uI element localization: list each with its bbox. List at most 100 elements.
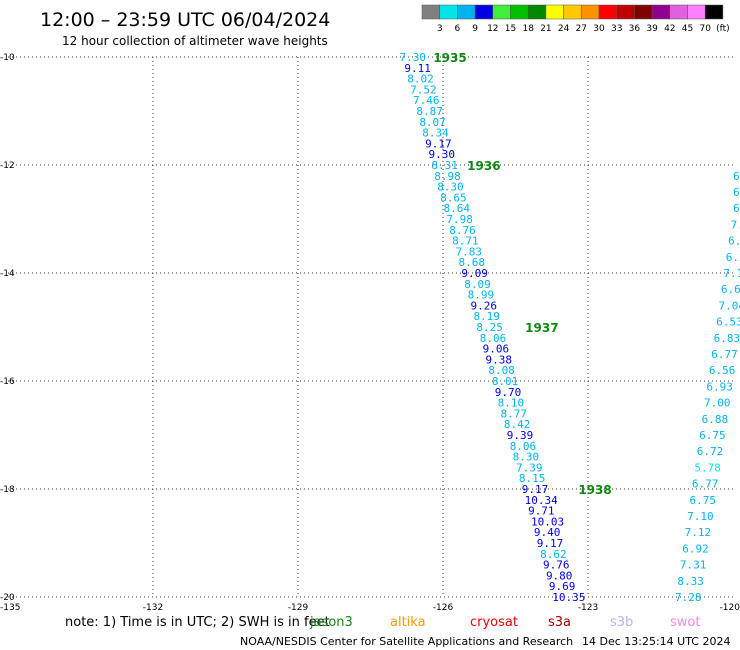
scale-label: 24 [558, 24, 570, 34]
scale-swatch [563, 4, 582, 20]
scale-label: 27 [576, 24, 587, 34]
swh-value: 7.04 [719, 299, 740, 312]
scale-label: 39 [646, 24, 658, 34]
time-labels: 1935 1936 1937 1938 [433, 51, 611, 497]
swh-value: 10.35 [552, 591, 585, 604]
swh-value: 6.6 [721, 283, 740, 296]
swh-value: 9.26 [471, 299, 498, 312]
scale-label: 42 [664, 24, 675, 34]
satellite-cryosat: cryosat [470, 615, 518, 630]
swh-value: 9.39 [507, 429, 534, 442]
scale-swatch [545, 4, 564, 20]
swh-value: 6.75 [690, 494, 717, 507]
scale-label: (ft) [716, 24, 730, 34]
scale-swatch [439, 4, 458, 20]
swh-value: 8.76 [449, 224, 476, 237]
scale-swatch [527, 4, 547, 20]
swh-value: 9.40 [534, 526, 561, 539]
satellite-legend: jason3 altika cryosat s3a s3b swot [309, 615, 700, 630]
swh-value: 9.69 [549, 580, 576, 593]
x-tick-label: -120 [720, 603, 740, 613]
footer-timestamp: 14 Dec 13:25:14 UTC 2024 [582, 635, 730, 648]
chart-subtitle: 12 hour collection of altimeter wave hei… [62, 34, 328, 48]
satellite-s3a: s3a [548, 615, 571, 630]
scale-swatch [651, 4, 671, 20]
swh-value: 9.71 [528, 505, 555, 518]
swh-value: 7.28 [675, 591, 702, 604]
swh-value: 9.17 [522, 483, 549, 496]
swh-value: 8.30 [513, 451, 540, 464]
swh-value: 8.65 [440, 191, 467, 204]
swh-value: 8.33 [677, 575, 704, 588]
scale-label: 3 [437, 24, 443, 34]
swh-value: 7.46 [413, 94, 440, 107]
satellite-s3b: s3b [610, 615, 633, 630]
swh-value: 10.03 [531, 515, 564, 528]
swh-value: 8.42 [504, 418, 531, 431]
note-text: note: 1) Time is in UTC; 2) SWH is in fe… [65, 615, 330, 630]
swh-value: 8.99 [468, 289, 495, 302]
scale-swatch [704, 4, 724, 20]
scale-label: 36 [629, 24, 641, 34]
swh-value: 9.30 [429, 148, 456, 161]
scale-label: 9 [472, 24, 478, 34]
swh-value: 6.77 [692, 478, 719, 491]
scale-swatch [510, 4, 529, 20]
swh-value: 6.72 [697, 445, 724, 458]
swh-value: 7.10 [687, 510, 714, 523]
swh-value: 8.71 [452, 235, 479, 248]
color-scale-legend: 3 6 9 12 15 18 21 24 27 30 33 36 39 42 45 70 (ft) [421, 4, 730, 34]
swh-value: 9.17 [425, 137, 452, 150]
scale-label: 18 [522, 24, 534, 34]
time-label: 1937 [525, 321, 558, 335]
swh-value: 6.88 [702, 413, 729, 426]
swh-value: 8.02 [407, 73, 434, 86]
scale-label: 33 [611, 24, 622, 34]
swh-value: 7. [731, 218, 740, 231]
swh-value: 7.98 [446, 213, 473, 226]
scale-label: 6 [455, 24, 461, 34]
swh-value: 7.83 [456, 245, 483, 258]
scale-swatch [492, 4, 511, 20]
swh-value: 9.17 [537, 537, 564, 550]
swh-value: 8.06 [480, 332, 507, 345]
swh-value: 6. [728, 235, 740, 248]
swh-value: 6 [733, 186, 740, 199]
scale-label: 12 [487, 24, 498, 34]
swh-value: 8.19 [473, 310, 500, 323]
grid-lines [8, 56, 733, 598]
satellite-altika: altika [390, 615, 426, 630]
y-tick-label: -18 [0, 485, 15, 495]
swh-value: 8.08 [488, 364, 515, 377]
swh-value: 6.56 [709, 364, 736, 377]
swh-value: 8.98 [434, 170, 461, 183]
scale-swatch [687, 4, 706, 20]
x-tick-label: -129 [288, 603, 309, 613]
swh-value: 6.75 [699, 429, 726, 442]
swh-value: 7.1 [723, 267, 740, 280]
swh-value: 8.87 [416, 105, 443, 118]
swh-value: 6 [733, 170, 740, 183]
y-tick-label: -20 [0, 593, 15, 603]
swh-value: 9.76 [543, 559, 570, 572]
swh-value: 7.00 [704, 397, 731, 410]
satellite-swot: swot [670, 615, 700, 630]
swh-value: 9.38 [486, 353, 513, 366]
chart-title: 12:00 – 23:59 UTC 06/04/2024 [40, 9, 330, 31]
swh-value: 9.80 [546, 569, 573, 582]
swh-value: 8.30 [437, 181, 464, 194]
footer-credit: NOAA/NESDIS Center for Satellite Applica… [240, 635, 573, 648]
scale-label: 15 [505, 24, 516, 34]
swh-value: 8.06 [510, 440, 537, 453]
swh-value: 7.31 [680, 559, 707, 572]
scale-swatch [474, 4, 494, 20]
scale-swatch [457, 4, 476, 20]
swh-value: 8.15 [519, 472, 546, 485]
time-label: 1935 [433, 51, 466, 65]
swh-value: 8.07 [419, 116, 446, 129]
swh-value: 9.11 [404, 62, 431, 75]
time-label: 1938 [578, 483, 611, 497]
scale-swatch [669, 4, 688, 20]
plot-area: -10 -12 -14 -16 -18 -20-135 -132 -129 -126 -123 -1… [0, 51, 740, 613]
